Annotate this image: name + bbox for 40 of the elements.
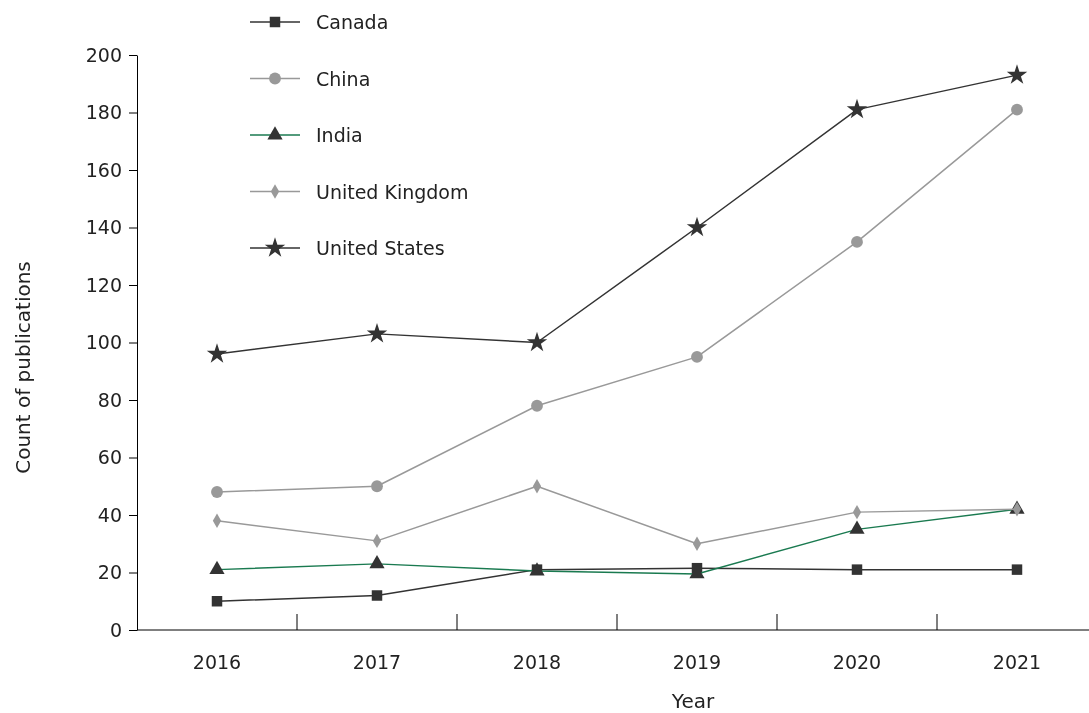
y-tick-label: 40	[97, 503, 122, 526]
y-tick-label: 160	[85, 158, 122, 181]
legend-label: United Kingdom	[316, 180, 469, 203]
legend-label: Canada	[316, 11, 389, 33]
y-tick-label: 0	[109, 618, 122, 641]
x-tick-label: 2018	[512, 651, 562, 674]
y-tick-label: 140	[85, 216, 122, 239]
x-axis-title: Year	[670, 689, 715, 713]
point	[371, 480, 383, 493]
x-tick-label: 2019	[672, 651, 722, 674]
point	[851, 564, 863, 575]
y-tick-label: 20	[97, 561, 122, 584]
legend-label: India	[316, 124, 363, 146]
legend-label: United States	[316, 237, 445, 259]
point	[1011, 564, 1023, 575]
point	[211, 486, 223, 498]
point	[691, 350, 703, 363]
point	[211, 596, 223, 607]
x-tick-label: 2016	[192, 651, 242, 674]
y-tick-label: 80	[97, 388, 122, 411]
point	[526, 331, 548, 352]
point	[1011, 103, 1023, 116]
point	[686, 216, 708, 237]
point	[206, 343, 228, 363]
point	[366, 323, 388, 343]
x-tick-label: 2017	[352, 651, 402, 674]
x-tick-label: 2021	[992, 651, 1042, 674]
point	[531, 399, 543, 412]
point	[1006, 64, 1028, 84]
point	[851, 235, 863, 248]
y-tick-label: 120	[85, 273, 122, 296]
y-axis-title: Count of publications	[11, 261, 35, 474]
y-tick-label: 100	[85, 331, 122, 354]
y-tick-label: 200	[85, 43, 122, 66]
point	[371, 590, 383, 601]
y-tick-label: 180	[85, 101, 122, 124]
x-tick-label: 2020	[832, 651, 882, 674]
y-tick-label: 60	[97, 446, 122, 469]
legend-label: China	[316, 67, 371, 90]
point	[846, 98, 868, 119]
